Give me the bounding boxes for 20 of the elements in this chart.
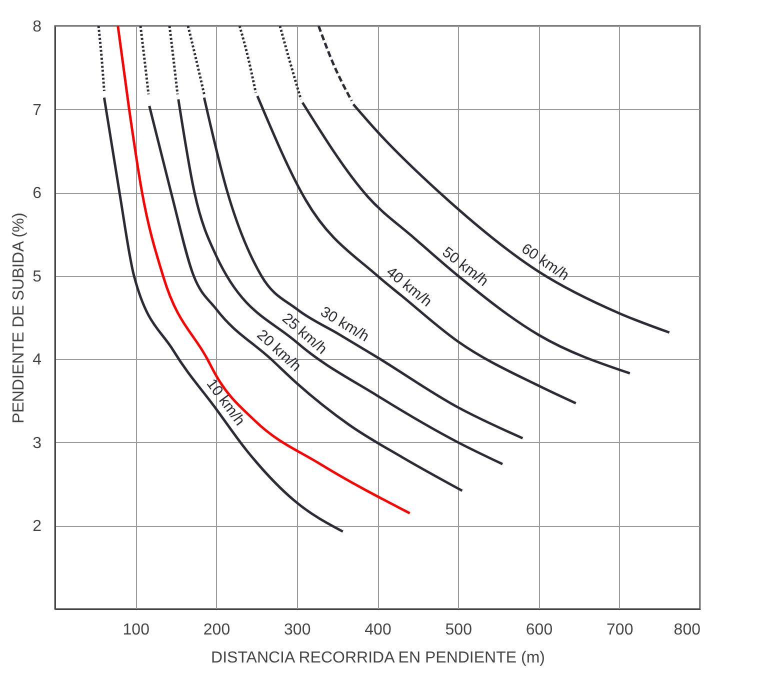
y-tick-label: 2 [32,518,42,536]
y-tick-label: 5 [32,268,42,286]
x-tick-label: 800 [674,622,701,638]
y-tick-label: 3 [32,434,42,452]
line-series [177,98,504,466]
y-tick-label: 6 [32,185,42,202]
x-tick-label: 600 [526,622,553,638]
x-tick-label: 100 [122,622,150,638]
y-tick-label: 4 [32,352,42,369]
x-tick-label: 400 [364,622,392,638]
x-axis-title: DISTANCIA RECORRIDA EN PENDIENTE (m) [211,650,545,666]
line-series [256,94,578,405]
line-series [202,96,524,440]
y-axis-title: PENDIENTE DE SUBIDA (%) [10,212,28,424]
y-tick-label: 7 [32,102,42,119]
x-tick-label: 200 [203,622,230,638]
x-tick-label: 700 [606,622,634,638]
x-tick-label: 500 [445,622,472,638]
y-tick-label: 8 [32,18,42,36]
x-tick-label: 300 [284,622,311,638]
